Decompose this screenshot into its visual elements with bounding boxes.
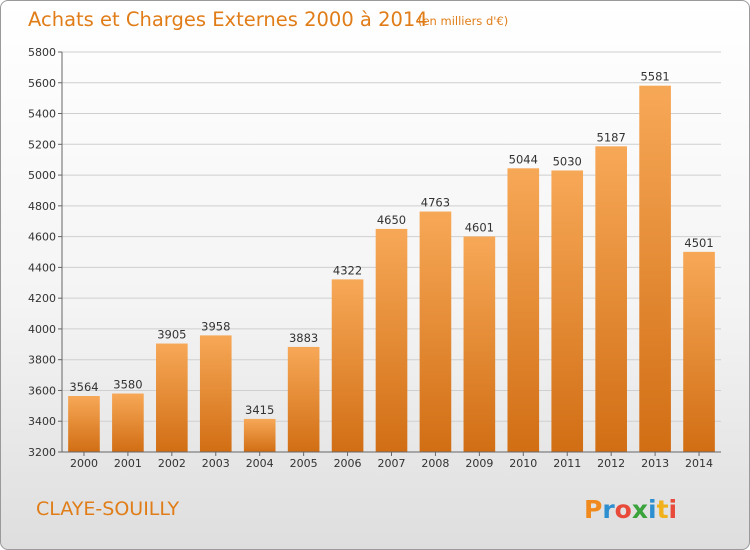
ytick-label-5400: 5400 [28,108,56,121]
logo-letter: t [657,495,669,524]
value-label-2010: 5044 [509,152,538,166]
value-label-2001: 3580 [113,378,142,392]
bar-2008 [420,212,452,452]
xtick-label-2012: 2012 [597,457,625,470]
ytick-label-4800: 4800 [28,200,56,213]
bar-2002 [156,344,188,452]
bar-2011 [551,170,583,452]
xtick-label-2010: 2010 [509,457,537,470]
bar-2004 [244,419,276,452]
proxiti-logo: Proxiti [584,495,677,524]
bar-2013 [639,86,671,452]
proxiti-logo-text: Proxiti [584,495,677,524]
logo-letter: r [602,495,615,524]
chart-title-unit: (en milliers d'€) [418,14,508,28]
value-label-2013: 5581 [640,70,669,84]
value-label-2011: 5030 [553,154,582,168]
xtick-label-2011: 2011 [553,457,581,470]
ytick-label-4000: 4000 [28,323,56,336]
xtick-label-2002: 2002 [158,457,186,470]
xtick-label-2003: 2003 [202,457,230,470]
ytick-label-4600: 4600 [28,231,56,244]
xtick-label-2000: 2000 [70,457,98,470]
xtick-label-2009: 2009 [465,457,493,470]
logo-letter: i [669,495,678,524]
city-name: CLAYE-SOUILLY [36,498,179,520]
bar-2012 [595,146,627,452]
chart-svg: Achats et Charges Externes 2000 à 2014 (… [1,1,750,550]
ytick-label-4400: 4400 [28,261,56,274]
ytick-label-3800: 3800 [28,354,56,367]
xtick-label-2005: 2005 [290,457,318,470]
xtick-label-2001: 2001 [114,457,142,470]
ytick-label-3400: 3400 [28,415,56,428]
xtick-label-2006: 2006 [334,457,362,470]
ytick-label-5600: 5600 [28,77,56,90]
xtick-label-2013: 2013 [641,457,669,470]
value-label-2008: 4763 [421,196,450,210]
ytick-label-5800: 5800 [28,46,56,59]
value-label-2004: 3415 [245,403,274,417]
bar-2005 [288,347,320,452]
logo-letter: P [584,495,602,524]
bar-2009 [464,236,496,452]
bar-2014 [683,252,715,452]
bar-2007 [376,229,408,452]
value-label-2005: 3883 [289,331,318,345]
value-label-2003: 3958 [201,319,230,333]
ytick-label-3600: 3600 [28,384,56,397]
logo-letter: x [632,495,648,524]
xtick-label-2014: 2014 [685,457,713,470]
bar-2006 [332,279,364,452]
logo-letter: o [615,495,632,524]
chart-title: Achats et Charges Externes 2000 à 2014 (… [28,8,508,31]
bar-2000 [68,396,100,452]
ytick-label-4200: 4200 [28,292,56,305]
x-axis-ticks: 2000 2001 2002 2003 2004 2005 2006 2007 2008 2009… [70,452,713,470]
value-label-2006: 4322 [333,263,362,277]
bar-2010 [507,168,539,452]
value-label-2012: 5187 [597,130,626,144]
value-label-2014: 4501 [684,236,713,250]
y-axis-ticks: 3200 3400 3600 3800 4000 4200 4400 4600 4800 5000… [28,46,62,459]
value-label-2000: 3564 [69,380,98,394]
ytick-label-5000: 5000 [28,169,56,182]
value-label-2009: 4601 [465,220,494,234]
xtick-label-2008: 2008 [421,457,449,470]
ytick-label-3200: 3200 [28,446,56,459]
logo-letter: i [648,495,657,524]
bar-2001 [112,394,144,452]
ytick-label-5200: 5200 [28,138,56,151]
xtick-label-2004: 2004 [246,457,274,470]
value-label-2007: 4650 [377,213,406,227]
xtick-label-2007: 2007 [378,457,406,470]
bar-2003 [200,335,232,452]
chart-title-main: Achats et Charges Externes 2000 à 2014 [28,8,428,31]
value-label-2002: 3905 [157,328,186,342]
chart-frame: Achats et Charges Externes 2000 à 2014 (… [0,0,750,550]
